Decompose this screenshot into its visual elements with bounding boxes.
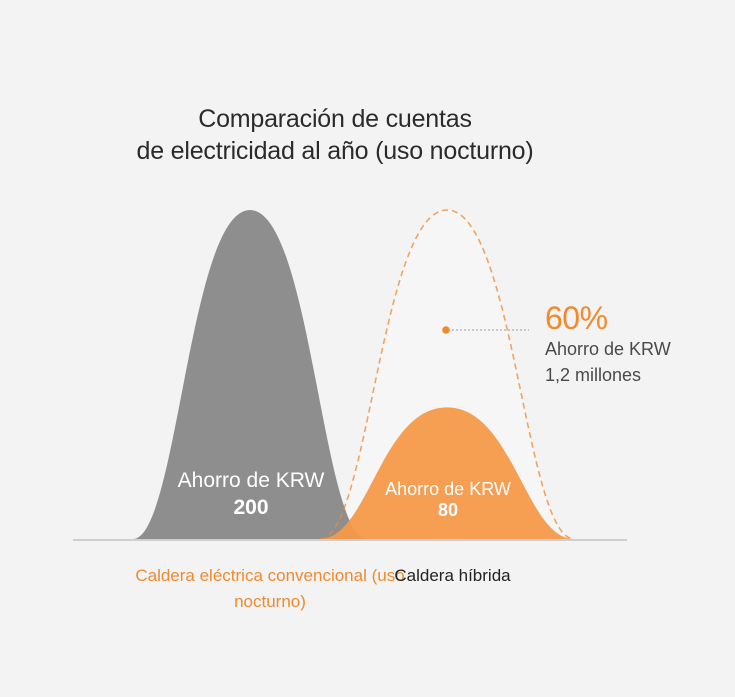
reference-area-fill bbox=[320, 210, 574, 539]
annotation-dot bbox=[442, 326, 450, 334]
bar-hybrid bbox=[320, 407, 574, 539]
category-label-hybrid: Caldera híbrida bbox=[394, 566, 511, 585]
savings-note-line-2: 1,2 millones bbox=[545, 365, 642, 385]
data-label-1-value: 80 bbox=[438, 500, 458, 520]
savings-note-line-1: Ahorro de KRW bbox=[545, 339, 671, 359]
bar-conventional bbox=[133, 210, 367, 539]
category-label-conventional: Caldera eléctrica convencional (uso noct… bbox=[135, 566, 405, 611]
chart-title-line-1: Comparación de cuentas bbox=[198, 105, 472, 133]
data-label-0-line1: Ahorro de KRW bbox=[178, 469, 325, 492]
chart-title-line-2: de electricidad al año (uso nocturno) bbox=[136, 137, 534, 165]
data-label-0-value: 200 bbox=[233, 496, 268, 519]
data-label-1-line1: Ahorro de KRW bbox=[385, 479, 511, 499]
reference-outline bbox=[319, 209, 575, 540]
savings-percent: 60% bbox=[545, 300, 608, 336]
